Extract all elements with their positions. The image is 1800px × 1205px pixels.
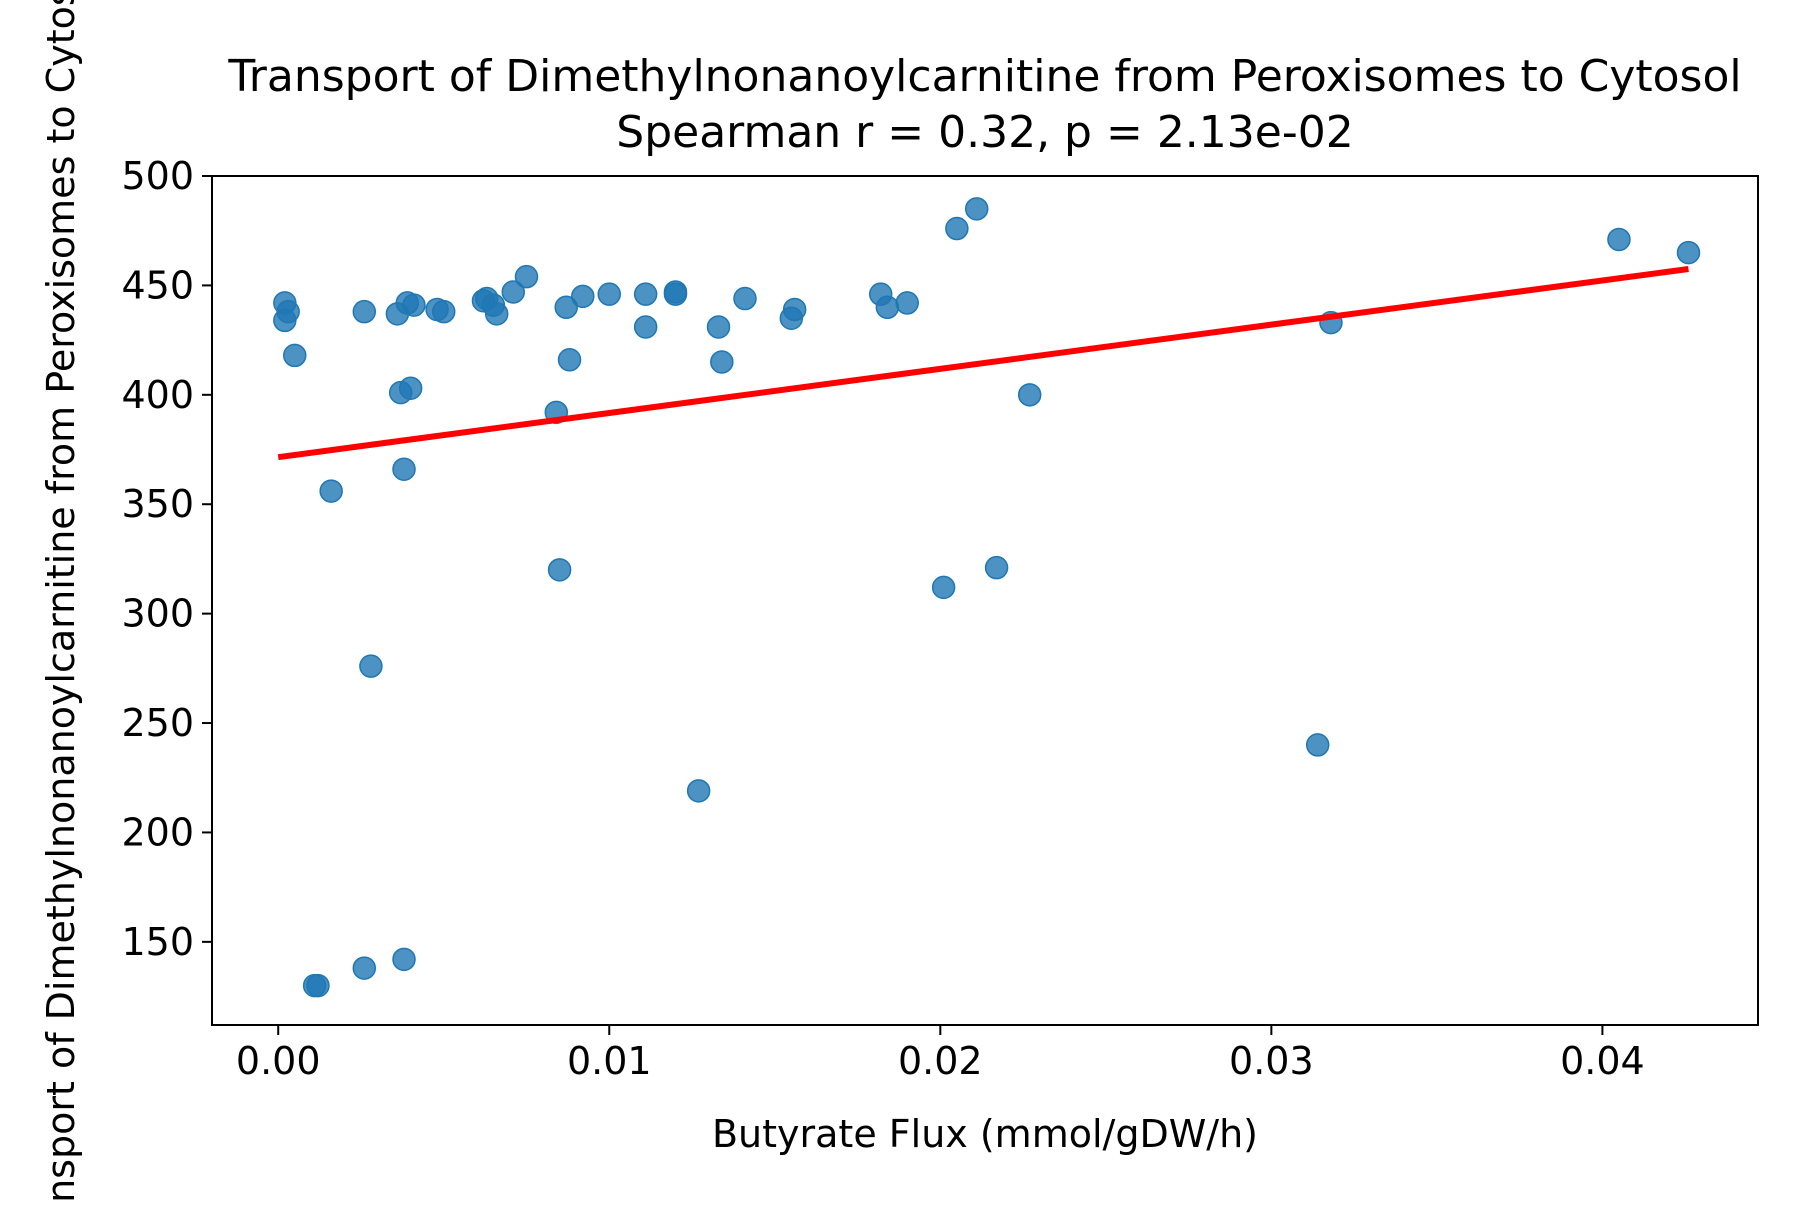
- scatter-point: [733, 286, 757, 311]
- scatter-point: [931, 575, 956, 600]
- scatter-point: [875, 295, 900, 320]
- scatter-point: [402, 293, 426, 317]
- scatter-point: [1017, 383, 1042, 407]
- scatter-point: [782, 297, 807, 322]
- scatter-point: [352, 299, 377, 324]
- y-tick-label: 200: [121, 810, 194, 854]
- scatter-point: [633, 315, 658, 339]
- x-tick-label: 0.04: [1560, 1039, 1645, 1083]
- scatter-point: [633, 282, 658, 306]
- scatter-point: [276, 299, 300, 324]
- y-tick-label: 350: [121, 482, 194, 526]
- scatter-point: [392, 947, 416, 972]
- scatter-point: [945, 216, 969, 241]
- scatter-point: [984, 555, 1009, 580]
- scatter-point: [571, 284, 595, 309]
- scatter-point: [554, 295, 578, 320]
- x-tick-label: 0.02: [898, 1039, 983, 1083]
- scatter-point: [710, 350, 734, 374]
- y-tick-label: 500: [121, 154, 194, 198]
- y-tick-label: 150: [121, 920, 194, 964]
- scatter-point: [1607, 227, 1631, 252]
- scatter-point: [398, 376, 423, 400]
- scatter-point: [1305, 733, 1330, 757]
- x-tick-label: 0.01: [567, 1039, 652, 1083]
- axes-frame: [211, 175, 1759, 1026]
- x-axis-label: Butyrate Flux (mmol/gDW/h): [712, 1112, 1258, 1156]
- scatter-point: [895, 291, 919, 315]
- y-axis-label: Transport of Dimethylnonanoylcarnitine f…: [39, 0, 83, 1200]
- scatter-point: [359, 654, 383, 678]
- scatter-point: [686, 779, 711, 803]
- scatter-point: [964, 197, 989, 221]
- scatter-point: [663, 282, 688, 306]
- x-tick-label: 0.03: [1229, 1039, 1314, 1083]
- scatter-point: [352, 956, 377, 980]
- scatter-point: [306, 973, 330, 998]
- scatter-point: [1676, 240, 1701, 265]
- scatter-point: [501, 280, 526, 304]
- scatter-point: [557, 348, 582, 372]
- x-tick-label: 0.00: [236, 1039, 321, 1083]
- chart-subtitle: Spearman r = 0.32, p = 2.13e-02: [616, 107, 1353, 158]
- y-tick-label: 300: [121, 592, 194, 636]
- scatter-point: [319, 479, 343, 503]
- y-tick-label: 250: [121, 701, 194, 745]
- ticks: 0.00 0.01 0.02 0.03 0.04 150 200 250 300 350 400 45…: [121, 154, 1644, 1083]
- y-tick-label: 400: [121, 373, 194, 417]
- y-tick-label: 450: [121, 263, 194, 307]
- scatter-point: [514, 264, 539, 289]
- scatter-point: [484, 302, 509, 326]
- scatter-point: [431, 299, 456, 324]
- scatter-point: [283, 343, 307, 368]
- regression-line: [277, 266, 1689, 461]
- chart-title: Transport of Dimethylnonanoylcarnitine f…: [227, 51, 1741, 102]
- scatter-point: [392, 457, 416, 481]
- scatter-point: [597, 282, 622, 306]
- plot-area: [273, 197, 1701, 998]
- scatter-point: [706, 315, 731, 339]
- scatter-point: [547, 558, 572, 582]
